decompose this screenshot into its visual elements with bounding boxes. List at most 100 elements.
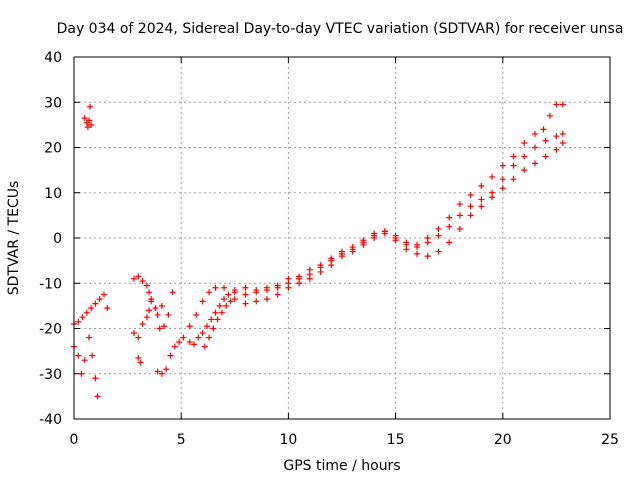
data-point xyxy=(163,366,170,373)
x-tick-label: 5 xyxy=(177,432,186,448)
y-tick-label: -40 xyxy=(39,412,62,428)
data-point xyxy=(75,352,82,359)
y-tick-label: -10 xyxy=(39,276,62,292)
data-point xyxy=(456,201,463,208)
data-point xyxy=(296,273,303,280)
data-point xyxy=(371,230,378,237)
data-point xyxy=(521,139,528,146)
data-point xyxy=(199,330,206,337)
data-point xyxy=(553,133,560,140)
data-point xyxy=(169,289,176,296)
data-point xyxy=(231,287,238,294)
y-tick-label: -20 xyxy=(39,322,62,338)
x-axis-label: GPS time / hours xyxy=(283,458,400,474)
data-point xyxy=(101,291,108,298)
data-point xyxy=(446,214,453,221)
data-point xyxy=(553,101,560,108)
data-point xyxy=(86,334,93,341)
x-tick-label: 15 xyxy=(387,432,405,448)
data-point xyxy=(263,284,270,291)
data-point xyxy=(467,203,474,210)
data-point xyxy=(542,137,549,144)
data-point xyxy=(227,298,234,305)
data-point xyxy=(88,305,95,312)
data-point xyxy=(456,212,463,219)
data-point xyxy=(212,284,219,291)
data-point xyxy=(559,139,566,146)
data-point xyxy=(274,291,281,298)
data-point xyxy=(221,296,228,303)
data-point xyxy=(161,323,168,330)
data-point xyxy=(180,334,187,341)
data-point xyxy=(88,121,95,128)
data-point xyxy=(478,196,485,203)
data-point xyxy=(210,325,217,332)
x-tick-label: 20 xyxy=(494,432,512,448)
data-point xyxy=(521,167,528,174)
data-point xyxy=(81,115,88,122)
data-point xyxy=(201,343,208,350)
chart-title: Day 034 of 2024, Sidereal Day-to-day VTE… xyxy=(57,21,624,37)
data-point xyxy=(510,162,517,169)
data-point xyxy=(242,300,249,307)
data-point xyxy=(75,318,82,325)
data-point xyxy=(242,291,249,298)
y-tick-label: 30 xyxy=(44,95,62,111)
data-point xyxy=(78,370,85,377)
sdtvar-track-b xyxy=(71,139,566,350)
data-point xyxy=(212,309,219,316)
data-point xyxy=(435,232,442,239)
data-point xyxy=(167,352,174,359)
data-point xyxy=(158,302,165,309)
data-point xyxy=(199,298,206,305)
data-point xyxy=(148,296,155,303)
data-point xyxy=(83,309,90,316)
data-point xyxy=(156,325,163,332)
data-point xyxy=(306,275,313,282)
data-point xyxy=(414,241,421,248)
data-point xyxy=(521,153,528,160)
data-point xyxy=(135,354,142,361)
data-point xyxy=(242,284,249,291)
data-point xyxy=(456,225,463,232)
data-point xyxy=(306,266,313,273)
data-point xyxy=(203,323,210,330)
data-point xyxy=(218,309,225,316)
plot-frame xyxy=(73,56,611,420)
data-point xyxy=(143,314,150,321)
data-point xyxy=(135,334,142,341)
data-point xyxy=(531,160,538,167)
data-point xyxy=(165,311,172,318)
data-point xyxy=(171,343,178,350)
data-point xyxy=(89,352,96,359)
data-point xyxy=(104,305,111,312)
data-point xyxy=(131,275,138,282)
data-point xyxy=(158,370,165,377)
data-point xyxy=(296,280,303,287)
data-point xyxy=(499,162,506,169)
y-tick-label: 20 xyxy=(44,141,62,157)
data-point xyxy=(146,289,153,296)
data-point xyxy=(146,307,153,314)
data-point xyxy=(186,323,193,330)
data-point xyxy=(489,194,496,201)
data-point xyxy=(339,248,345,255)
y-tick-label: 0 xyxy=(53,231,62,247)
data-point xyxy=(546,112,553,119)
data-point xyxy=(559,130,566,137)
data-point xyxy=(467,192,474,199)
y-axis-label: SDTVAR / TECUs xyxy=(6,181,22,296)
data-point xyxy=(87,103,94,110)
data-point xyxy=(221,284,228,291)
data-point xyxy=(446,239,453,246)
data-point xyxy=(131,330,138,337)
data-point xyxy=(446,223,453,230)
data-marks xyxy=(71,101,566,400)
data-point xyxy=(435,225,442,232)
data-point xyxy=(403,239,410,246)
grid xyxy=(74,57,610,419)
data-point xyxy=(274,282,281,289)
data-point xyxy=(489,173,496,180)
data-point xyxy=(137,359,144,366)
